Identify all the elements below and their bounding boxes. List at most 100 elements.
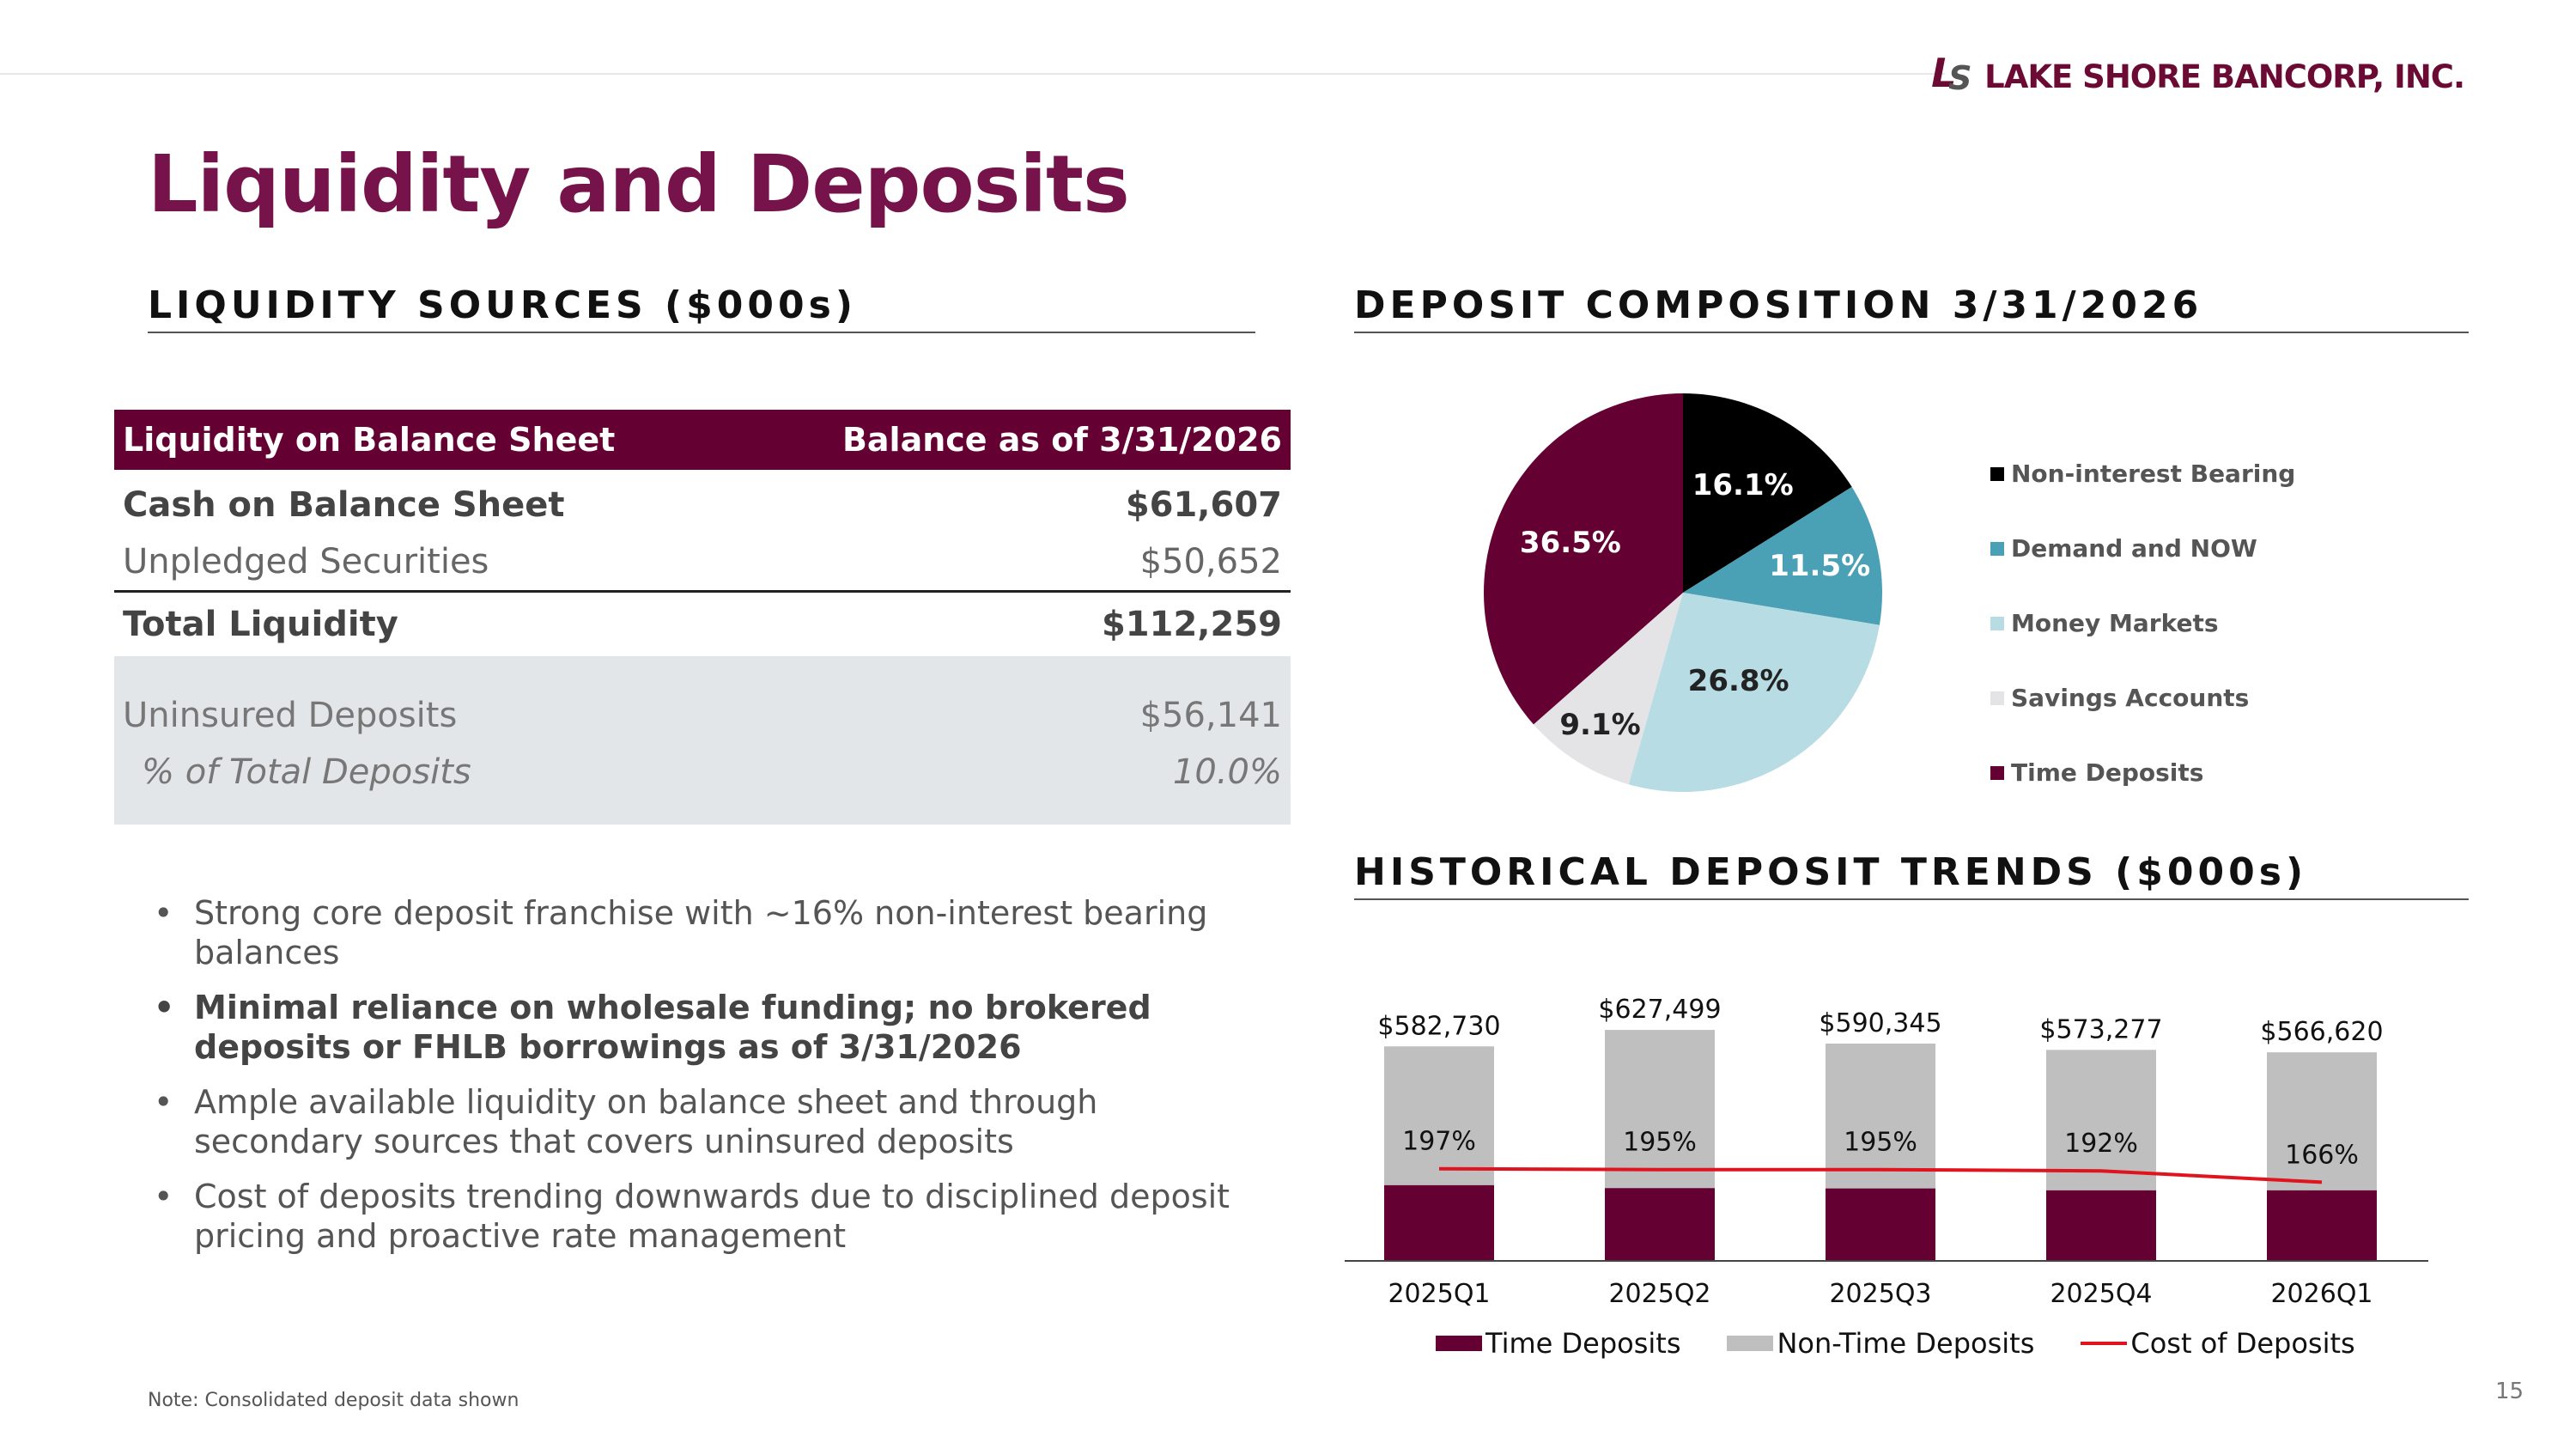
pie-legend: Non-interest Bearing Demand and NOW Money … xyxy=(1990,436,2295,810)
bullet-icon: • xyxy=(154,1178,173,1215)
row-value: $112,259 xyxy=(1101,605,1282,644)
pie-slice-label: 11.5% xyxy=(1769,549,1870,583)
bullet-text: Minimal reliance on wholesale funding; n… xyxy=(194,989,1151,1066)
cost-label: 195% xyxy=(1844,1128,1917,1158)
x-tick-label: 2026Q1 xyxy=(2270,1279,2372,1309)
pie-slice xyxy=(1683,486,1882,625)
legend-item: Non-interest Bearing xyxy=(1990,436,2295,511)
bar-non-time-deposits xyxy=(2046,1050,2156,1190)
bar-time-deposits xyxy=(1384,1184,1494,1261)
x-tick-label: 2025Q3 xyxy=(1829,1279,1931,1309)
bar-non-time-deposits xyxy=(1384,1046,1494,1185)
legend-label: Money Markets xyxy=(2011,609,2219,637)
bar-total-label: $627,499 xyxy=(1598,995,1721,1025)
list-item: • Strong core deposit franchise with ~16%… xyxy=(150,893,1267,972)
cost-of-deposits-line xyxy=(1438,1166,2323,1184)
row-label: % of Total Deposits xyxy=(142,752,471,792)
legend-swatch xyxy=(1727,1336,1774,1351)
legend-label: Non-interest Bearing xyxy=(2011,460,2296,488)
bar-total-label: $566,620 xyxy=(2260,1017,2383,1047)
table-row: Cash on Balance Sheet $61,607 xyxy=(114,477,1291,533)
trends-section-rule xyxy=(1354,898,2469,900)
pie-slice-label: 36.5% xyxy=(1520,526,1621,560)
pie-slice xyxy=(1484,393,1683,725)
legend-item: Time Deposits xyxy=(1990,735,2295,810)
legend-label: Savings Accounts xyxy=(2011,684,2250,712)
row-label: Uninsured Deposits xyxy=(123,696,458,735)
bar-total-label: $590,345 xyxy=(1819,1008,1941,1038)
legend-swatch xyxy=(2081,1342,2128,1345)
company-logo: L S LAKE SHORE BANCORP, INC. xyxy=(1931,53,2465,96)
bullet-text: Cost of deposits trending downwards due … xyxy=(194,1178,1230,1255)
liquidity-table: Liquidity on Balance Sheet Balance as of… xyxy=(114,410,1291,825)
liquidity-section-title: LIQUIDITY SOURCES ($000s) xyxy=(148,283,857,327)
bullet-text: Ample available liquidity on balance she… xyxy=(194,1083,1098,1160)
legend-label: Demand and NOW xyxy=(2011,534,2257,563)
pie-slice-label: 26.8% xyxy=(1688,664,1789,698)
table-row: Unpledged Securities $50,652 xyxy=(114,533,1291,590)
liquidity-table-header: Liquidity on Balance Sheet Balance as of… xyxy=(114,410,1291,470)
legend-item: Time Deposits xyxy=(1436,1327,1680,1360)
bar-time-deposits xyxy=(2267,1190,2377,1261)
composition-section-rule xyxy=(1354,332,2469,333)
bar-time-deposits xyxy=(1826,1188,1935,1261)
row-value: $50,652 xyxy=(1139,542,1282,581)
bar-non-time-deposits xyxy=(1605,1030,1715,1189)
bar-time-deposits xyxy=(1605,1188,1715,1261)
cost-label: 197% xyxy=(1402,1127,1476,1157)
logo-mark-l: L xyxy=(1931,50,1957,96)
list-item: • Cost of deposits trending downwards due… xyxy=(150,1177,1267,1256)
logo-mark-icon: L S xyxy=(1931,53,1978,96)
legend-label: Cost of Deposits xyxy=(2130,1327,2355,1360)
bullet-icon: • xyxy=(154,894,173,932)
bullet-text: Strong core deposit franchise with ~16% … xyxy=(194,894,1208,971)
bullet-list: • Strong core deposit franchise with ~16%… xyxy=(150,893,1267,1271)
bar-non-time-deposits xyxy=(2267,1052,2377,1190)
list-item: • Ample available liquidity on balance sh… xyxy=(150,1082,1267,1161)
legend-item: Demand and NOW xyxy=(1990,511,2295,586)
row-label: Unpledged Securities xyxy=(123,542,489,581)
row-value: 10.0% xyxy=(1172,752,1282,792)
page-title: Liquidity and Deposits xyxy=(148,138,1130,230)
pie-slice-label: 9.1% xyxy=(1559,708,1640,742)
logo-text: LAKE SHORE BANCORP, INC. xyxy=(1984,58,2465,95)
legend-item: Cost of Deposits xyxy=(2081,1327,2355,1360)
cost-label: 192% xyxy=(2064,1129,2138,1159)
list-item: • Minimal reliance on wholesale funding; … xyxy=(150,988,1267,1067)
legend-label: Time Deposits xyxy=(1485,1327,1681,1360)
uninsured-block: Uninsured Deposits $56,141 % of Total De… xyxy=(114,656,1291,825)
cost-label: 166% xyxy=(2285,1140,2359,1170)
logo-mark-s: S xyxy=(1948,59,1972,97)
x-tick-label: 2025Q2 xyxy=(1608,1279,1710,1309)
footnote: Note: Consolidated deposit data shown xyxy=(148,1390,519,1411)
deposit-trends-chart: $582,730 2025Q1 197% $627,499 2025Q2 195% $590… xyxy=(1345,995,2428,1309)
row-value: $61,607 xyxy=(1125,485,1282,525)
legend-label: Non-Time Deposits xyxy=(1777,1327,2035,1360)
bullet-icon: • xyxy=(154,989,175,1026)
legend-swatch xyxy=(1436,1336,1482,1351)
pie-slice xyxy=(1533,593,1683,785)
table-row: % of Total Deposits 10.0% xyxy=(114,744,1291,801)
header-right: Balance as of 3/31/2026 xyxy=(841,421,1282,459)
row-value: $56,141 xyxy=(1139,696,1282,735)
legend-swatch xyxy=(1990,765,2004,780)
bar-total-label: $573,277 xyxy=(2039,1014,2162,1044)
pie-slice xyxy=(1683,393,1852,593)
cost-label: 195% xyxy=(1623,1128,1697,1158)
legend-item: Non-Time Deposits xyxy=(1727,1327,2034,1360)
row-label: Cash on Balance Sheet xyxy=(123,485,565,525)
legend-label: Time Deposits xyxy=(2011,758,2204,787)
legend-swatch xyxy=(1990,691,2004,705)
liquidity-section-rule xyxy=(148,332,1255,333)
legend-item: Money Markets xyxy=(1990,586,2295,661)
bar-non-time-deposits xyxy=(1826,1043,1935,1189)
x-tick-label: 2025Q1 xyxy=(1388,1279,1490,1309)
bullet-icon: • xyxy=(154,1083,173,1121)
legend-swatch xyxy=(1990,466,2004,481)
pie-slice xyxy=(1628,593,1880,792)
composition-section-title: DEPOSIT COMPOSITION 3/31/2026 xyxy=(1354,283,2203,327)
header-left: Liquidity on Balance Sheet xyxy=(123,421,616,459)
bar-time-deposits xyxy=(2046,1190,2156,1261)
deposit-composition-pie: 16.1% 11.5% 26.8% 9.1% 36.5% xyxy=(1484,393,1882,792)
top-rule xyxy=(0,73,1945,75)
